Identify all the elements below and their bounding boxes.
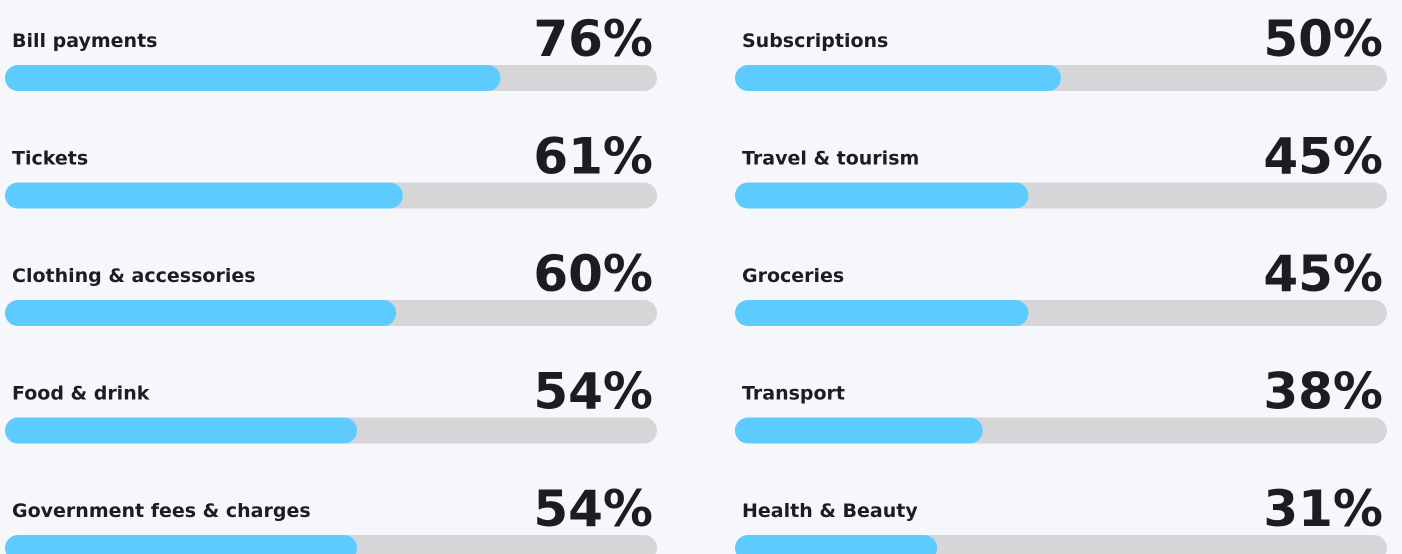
value-label: 50%: [1263, 10, 1383, 68]
value-label: 61%: [533, 128, 653, 186]
bar: [5, 535, 358, 554]
bar: [735, 417, 983, 444]
category-label: Travel & tourism: [742, 148, 919, 170]
category-label: Clothing & accessories: [12, 265, 256, 287]
bar: [735, 535, 938, 554]
category-label: Government fees & charges: [12, 500, 311, 522]
category-label: Bill payments: [12, 30, 157, 52]
category-label: Groceries: [742, 265, 844, 287]
category-label: Food & drink: [12, 383, 150, 405]
value-label: 31%: [1263, 480, 1383, 538]
bar: [5, 65, 501, 91]
value-label: 76%: [533, 10, 653, 68]
value-label: 45%: [1263, 245, 1383, 303]
value-label: 38%: [1263, 363, 1383, 421]
bar: [735, 182, 1029, 209]
bar: [5, 182, 403, 209]
category-label: Health & Beauty: [742, 500, 918, 522]
category-label: Transport: [742, 383, 845, 405]
value-label: 54%: [533, 480, 653, 538]
bar: [735, 65, 1061, 91]
bar: [5, 417, 358, 444]
bar: [735, 300, 1029, 326]
value-label: 45%: [1263, 128, 1383, 186]
bar: [5, 300, 397, 326]
value-label: 60%: [533, 245, 653, 303]
value-label: 54%: [533, 363, 653, 421]
category-label: Tickets: [12, 148, 88, 170]
category-label: Subscriptions: [742, 30, 888, 52]
